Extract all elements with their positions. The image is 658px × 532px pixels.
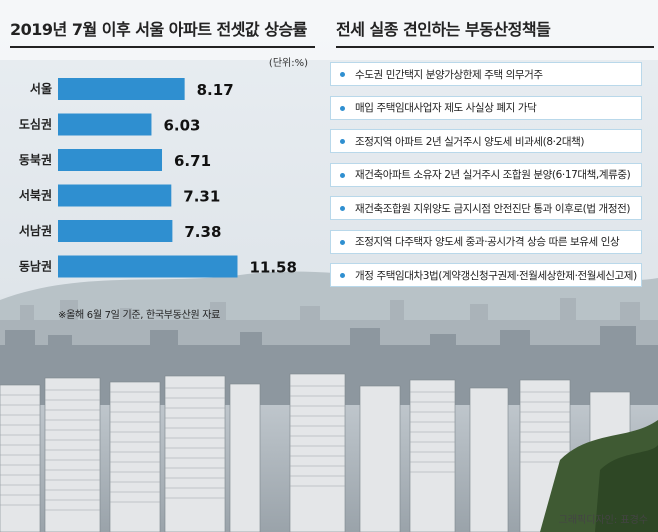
policy-title: 전세 실종 견인하는 부동산정책들: [336, 20, 551, 39]
value-label: 8.17: [197, 81, 234, 99]
value-label: 6.03: [163, 117, 200, 135]
policy-item-text: 조정지역 아파트 2년 실거주시 양도세 비과세(8·2대책): [355, 135, 585, 148]
bar: [58, 113, 152, 136]
bullet-icon: [340, 172, 345, 178]
value-label: 11.58: [249, 259, 296, 277]
policy-item-text: 재건축아파트 소유자 2년 실거주시 조합원 분양(6·17대책,계류중): [355, 169, 631, 181]
bar: [58, 220, 173, 242]
bullet-icon: [340, 139, 345, 144]
graphic-credit: 그래픽디자인: 표경수: [558, 515, 648, 526]
policy-item-text: 재건축조합원 지위양도 금지시점 안전진단 통과 이후로(법 개정전): [355, 202, 631, 215]
policy-item: 재건축조합원 지위양도 금지시점 안전진단 통과 이후로(법 개정전): [330, 196, 642, 220]
policy-item: 매입 주택임대사업자 제도 사실상 폐지 가닥: [330, 95, 642, 120]
category-label: 동남권: [19, 259, 52, 274]
source-note: ※올해 6월 7일 기준, 한국부동산원 자료: [58, 310, 221, 321]
bullet-icon: [340, 72, 345, 77]
bullet-icon: [340, 206, 345, 211]
policy-item: 개정 주택임대차3법(계약갱신청구권제·전월세상한제·전월세신고제): [330, 263, 642, 287]
policy-item: 수도권 민간택지 분양가상한제 주택 의무거주: [330, 62, 642, 86]
policy-item-text: 수도권 민간택지 분양가상한제 주택 의무거주: [355, 68, 543, 81]
policy-item: 조정지역 다주택자 양도세 중과·공시가격 상승 따른 보유세 인상: [330, 229, 642, 254]
chart-title: 2019년 7월 이후 서울 아파트 전셋값 상승률: [10, 20, 307, 39]
bar: [58, 184, 172, 207]
bullet-icon: [340, 239, 345, 245]
value-label: 7.31: [183, 188, 220, 206]
policy-item-text: 조정지역 다주택자 양도세 중과·공시가격 상승 따른 보유세 인상: [355, 236, 620, 248]
policy-item: 조정지역 아파트 2년 실거주시 양도세 비과세(8·2대책): [330, 129, 642, 153]
chart-panel: 2019년 7월 이후 서울 아파트 전셋값 상승률 (단위:%) 서울 8.17…: [0, 0, 320, 325]
bullet-icon: [340, 273, 345, 278]
policy-item-text: 개정 주택임대차3법(계약갱신청구권제·전월세상한제·전월세신고제): [355, 269, 637, 282]
chart-title-rule: [10, 46, 315, 48]
category-label: 서남권: [19, 223, 52, 238]
bar: [58, 78, 185, 100]
policy-list: 수도권 민간택지 분양가상한제 주택 의무거주 매입 주택임대사업자 제도 사실…: [330, 62, 642, 297]
category-label: 서울: [30, 81, 52, 96]
bullet-icon: [340, 105, 345, 111]
policy-item: 재건축아파트 소유자 2년 실거주시 조합원 분양(6·17대책,계류중): [330, 162, 642, 187]
value-label: 6.71: [174, 152, 211, 170]
bar: [58, 149, 163, 171]
bar-chart: 서울 8.17 도심권 6.03 동북권 6.71 서북권 7.31 서남권 7.38 동남권 11.…: [19, 78, 297, 278]
unit-label: (단위:%): [268, 58, 308, 69]
category-label: 서북권: [19, 188, 52, 203]
value-label: 7.38: [184, 223, 221, 241]
category-label: 동북권: [19, 153, 52, 167]
category-label: 도심권: [19, 117, 52, 132]
policy-title-rule: [336, 46, 654, 48]
policy-item-text: 매입 주택임대사업자 제도 사실상 폐지 가닥: [355, 102, 537, 114]
policy-panel: 전세 실종 견인하는 부동산정책들 수도권 민간택지 분양가상한제 주택 의무거…: [326, 0, 658, 325]
bar: [58, 255, 238, 278]
